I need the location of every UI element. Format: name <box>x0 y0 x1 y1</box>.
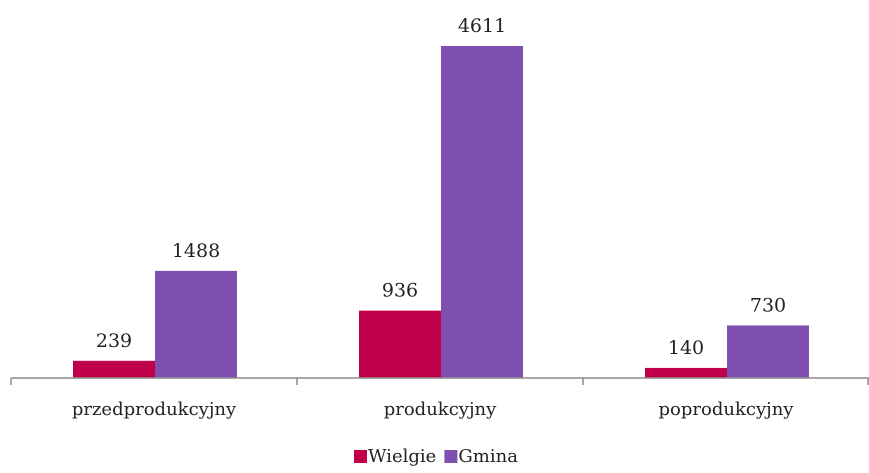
data-label-wielgie-produkcyjny: 936 <box>382 280 418 302</box>
data-label-gmina-poprodukcyjny: 730 <box>750 294 786 316</box>
legend-label-gmina: Gmina <box>458 446 518 467</box>
category-label-przedprodukcyjny: przedprodukcyjny <box>72 399 237 420</box>
legend-swatch-gmina <box>444 450 458 463</box>
category-label-produkcyjny: produkcyjny <box>384 399 497 420</box>
bar-gmina-poprodukcyjny <box>727 325 809 378</box>
bar-wielgie-przedprodukcyjny <box>73 360 155 378</box>
category-labels-group: przedprodukcyjny produkcyjny poprodukcyjny <box>72 399 794 420</box>
x-axis <box>10 377 869 385</box>
legend-label-wielgie: Wielgie <box>368 446 436 467</box>
data-label-gmina-przedprodukcyjny: 1488 <box>172 240 220 262</box>
bar-gmina-produkcyjny <box>441 46 523 378</box>
data-label-gmina-produkcyjny: 4611 <box>458 15 506 37</box>
data-label-wielgie-przedprodukcyjny: 239 <box>96 330 132 352</box>
legend-swatch-wielgie <box>354 450 367 463</box>
bar-wielgie-produkcyjny <box>359 310 441 378</box>
bars-group <box>73 46 809 378</box>
bar-wielgie-poprodukcyjny <box>645 367 727 378</box>
legend: Wielgie Gmina <box>354 446 518 467</box>
category-label-poprodukcyjny: poprodukcyjny <box>659 399 795 420</box>
data-labels-group: 239 1488 936 4611 140 730 <box>96 15 786 359</box>
data-label-wielgie-poprodukcyjny: 140 <box>668 337 704 359</box>
bar-gmina-przedprodukcyjny <box>155 270 237 378</box>
